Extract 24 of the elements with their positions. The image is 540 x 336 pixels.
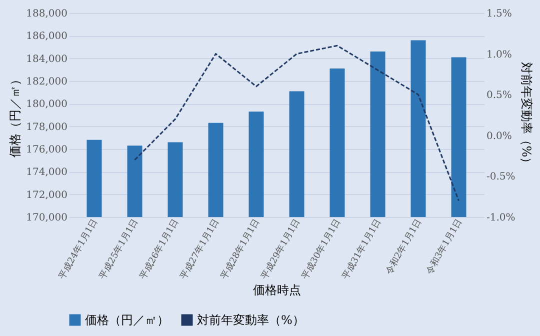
y-axis-title: 価格（円／㎡）: [8, 74, 22, 158]
y-tick-label: 178,000: [26, 122, 68, 133]
x-tick-label: 令和2年1月1日: [383, 217, 424, 276]
y-tick-label: 184,000: [26, 54, 68, 65]
y2-tick-label: -0.5%: [486, 172, 516, 183]
legend-label: 価格（円／㎡）: [85, 313, 169, 327]
legend-label: 対前年変動率（%）: [197, 313, 304, 327]
y-tick-label: 188,000: [26, 8, 68, 20]
x-axis-title: 価格時点: [253, 282, 301, 297]
y2-tick-label: 0.0%: [486, 130, 512, 142]
y-tick-label: 186,000: [26, 31, 68, 42]
y-tick-label: 174,000: [26, 167, 68, 178]
y-tick-label: 182,000: [26, 76, 68, 88]
y2-tick-label: -1.0%: [486, 212, 516, 224]
y-tick-label: 180,000: [26, 99, 68, 110]
x-tick-label: 令和3年1月1日: [424, 217, 464, 276]
y2-tick-label: 1.5%: [486, 8, 512, 20]
y-tick-label: 176,000: [26, 144, 68, 156]
y2-tick-label: 0.5%: [486, 90, 512, 102]
y2-axis-title: 対前年変動率（%）: [519, 62, 534, 170]
y-tick-label: 172,000: [26, 190, 68, 201]
y-tick-label: 170,000: [26, 212, 68, 224]
line-series: [134, 44, 460, 202]
y2-tick-label: 1.0%: [486, 49, 512, 60]
